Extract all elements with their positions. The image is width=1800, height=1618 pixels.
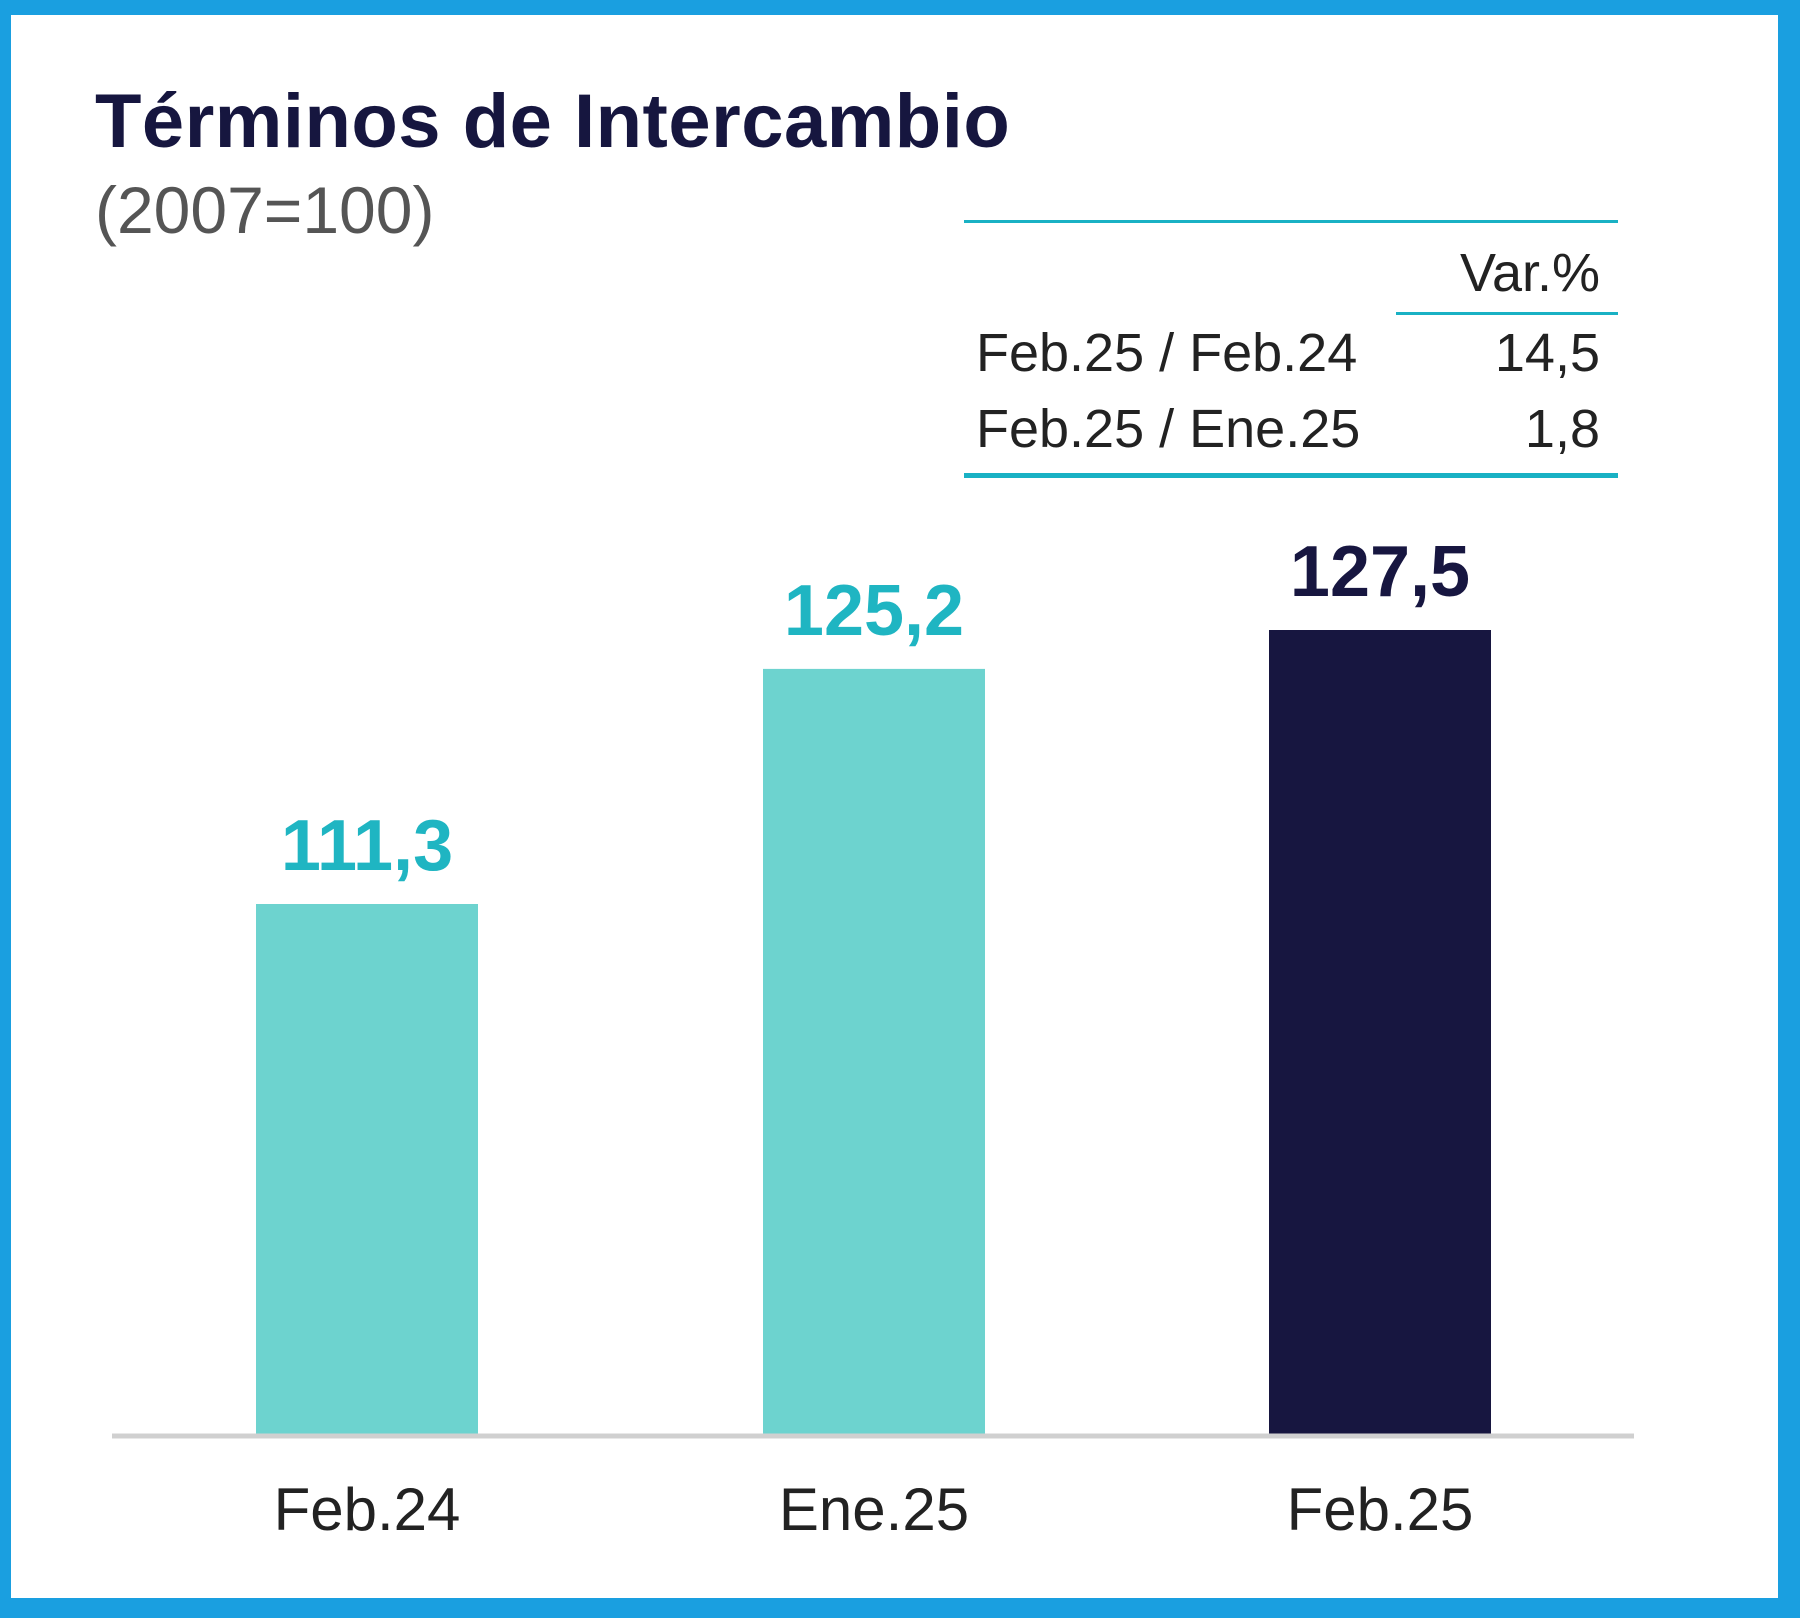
chart-title: Términos de Intercambio [95, 79, 1011, 164]
variation-table-top-rule [964, 220, 1618, 223]
bar-value-label: 111,3 [281, 806, 453, 886]
x-tick-label: Feb.24 [274, 1476, 461, 1543]
bar-value-label: 125,2 [784, 571, 964, 651]
variation-table-header: Var.% [1459, 243, 1600, 303]
bar-Ene.25 [763, 668, 985, 1434]
bar-Feb.24 [256, 904, 478, 1434]
x-tick-label: Feb.25 [1287, 1476, 1474, 1543]
variation-row-label: Feb.25 / Ene.25 [976, 399, 1361, 459]
variation-row: Feb.25 / Ene.25 1,8 [976, 398, 1600, 462]
variation-row-label: Feb.25 / Feb.24 [976, 323, 1358, 383]
chart-subtitle: (2007=100) [95, 173, 435, 247]
variation-row: Feb.25 / Feb.24 14,5 [976, 322, 1600, 386]
bar-Feb.25 [1269, 630, 1491, 1434]
variation-row-value: 14,5 [1494, 323, 1600, 383]
variation-row-value: 1,8 [1524, 399, 1600, 459]
x-tick-label: Ene.25 [779, 1476, 969, 1543]
variation-table-bottom-rule [964, 473, 1618, 478]
variation-table-header-rule [1396, 312, 1618, 315]
bar-value-label: 127,5 [1290, 532, 1470, 612]
